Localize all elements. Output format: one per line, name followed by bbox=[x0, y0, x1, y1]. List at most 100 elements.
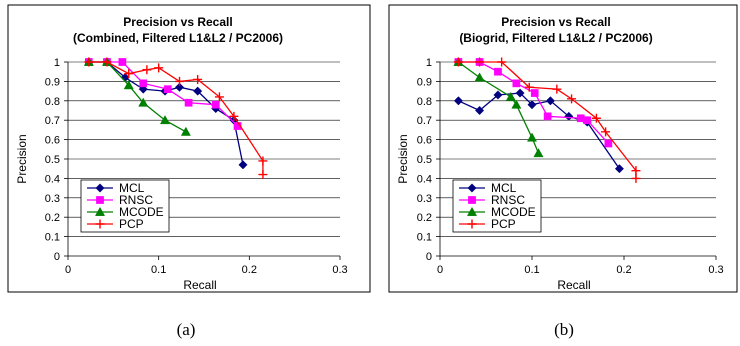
data-point bbox=[229, 111, 239, 121]
legend-entry-rnsc: RNSC bbox=[87, 193, 153, 207]
data-point bbox=[174, 82, 185, 92]
data-point bbox=[583, 116, 592, 125]
x-tick-label: 0.1 bbox=[524, 264, 539, 276]
data-point bbox=[530, 89, 539, 97]
chart-title: Precision vs Recall bbox=[123, 15, 232, 29]
data-point bbox=[505, 91, 516, 101]
data-point bbox=[193, 86, 203, 96]
legend-entry-pcp: PCP bbox=[87, 217, 144, 231]
chart-panel-a: Precision vs Recall (Combined, Filtered L… bbox=[7, 4, 371, 293]
legend-marker bbox=[466, 206, 478, 216]
legend-label: PCP bbox=[119, 217, 144, 231]
data-point bbox=[631, 166, 641, 176]
y-tick-label: 0.5 bbox=[417, 154, 432, 166]
legend-entry-mcode: MCODE bbox=[87, 205, 164, 219]
data-point bbox=[238, 160, 248, 170]
legend-label: RNSC bbox=[119, 193, 153, 207]
legend-entry-mcode: MCODE bbox=[459, 205, 536, 219]
chart-subtitle: (Combined, Filtered L1&L2 / PC2006) bbox=[73, 31, 283, 45]
data-point bbox=[545, 96, 555, 106]
y-tick-label: 0.8 bbox=[417, 96, 432, 108]
data-point bbox=[493, 90, 503, 100]
x-tick-label: 0 bbox=[65, 264, 71, 276]
legend-marker bbox=[96, 196, 104, 204]
caption-b: (b) bbox=[554, 320, 574, 339]
data-point bbox=[533, 148, 544, 158]
data-point bbox=[453, 57, 463, 67]
chart-panel-b: Precision vs Recall (Biogrid, Filtered L1… bbox=[388, 4, 738, 293]
data-point bbox=[552, 84, 562, 94]
data-point bbox=[184, 98, 193, 107]
data-point bbox=[142, 65, 152, 75]
x-tick-label: 0.1 bbox=[151, 264, 166, 276]
y-tick-label: 0.4 bbox=[45, 173, 60, 185]
y-axis-label: Precision bbox=[15, 134, 29, 183]
data-point bbox=[511, 99, 522, 109]
data-point bbox=[258, 170, 268, 180]
data-point bbox=[138, 97, 149, 107]
series-rnsc bbox=[454, 58, 613, 148]
data-point bbox=[512, 79, 521, 88]
data-point bbox=[124, 69, 134, 79]
series-pcp bbox=[453, 57, 641, 183]
data-point bbox=[524, 82, 534, 92]
chart-frame bbox=[388, 4, 738, 293]
chart-subtitle: (Biogrid, Filtered L1&L2 / PC2006) bbox=[459, 31, 652, 45]
data-point bbox=[211, 100, 220, 109]
y-tick-label: 0.9 bbox=[45, 76, 60, 88]
y-tick-label: 0.2 bbox=[45, 212, 60, 224]
chart-title: Precision vs Recall bbox=[501, 15, 610, 29]
data-point bbox=[193, 74, 203, 84]
y-tick-label: 0.3 bbox=[45, 193, 60, 205]
legend-marker bbox=[95, 219, 105, 229]
y-tick-label: 0.9 bbox=[417, 76, 432, 88]
data-point bbox=[102, 57, 112, 67]
y-tick-label: 0.2 bbox=[417, 212, 432, 224]
data-point bbox=[475, 57, 485, 67]
data-point bbox=[601, 127, 611, 137]
x-tick-label: 0.2 bbox=[616, 264, 631, 276]
y-tick-label: 0.5 bbox=[45, 154, 60, 166]
data-point bbox=[139, 79, 148, 88]
chart-frame bbox=[7, 4, 371, 293]
data-point bbox=[564, 111, 574, 121]
data-point bbox=[175, 76, 185, 86]
legend-label: MCODE bbox=[491, 205, 536, 219]
data-point bbox=[258, 156, 268, 166]
legend-label: MCL bbox=[491, 181, 517, 195]
data-point bbox=[567, 94, 577, 104]
y-tick-label: 0.1 bbox=[417, 232, 432, 244]
data-point bbox=[214, 92, 224, 102]
legend-marker bbox=[467, 183, 477, 193]
y-tick-label: 0.8 bbox=[45, 96, 60, 108]
data-point bbox=[123, 80, 134, 90]
data-point bbox=[631, 173, 641, 183]
legend-label: MCL bbox=[119, 181, 145, 195]
legend-entry-mcl: MCL bbox=[87, 181, 145, 195]
x-tick-label: 0.2 bbox=[242, 264, 257, 276]
legend-marker bbox=[468, 196, 476, 204]
data-point bbox=[515, 88, 525, 98]
legend-entry-pcp: PCP bbox=[459, 217, 516, 231]
x-tick-label: 0.3 bbox=[708, 264, 723, 276]
y-tick-label: 0.3 bbox=[417, 193, 432, 205]
x-tick-label: 0 bbox=[437, 264, 443, 276]
x-axis-label: Recall bbox=[557, 278, 590, 292]
x-tick-label: 0.3 bbox=[332, 264, 347, 276]
y-tick-label: 1 bbox=[54, 57, 60, 69]
legend-entry-mcl: MCL bbox=[459, 181, 517, 195]
data-point bbox=[576, 114, 585, 123]
legend-entry-rnsc: RNSC bbox=[459, 193, 525, 207]
data-point bbox=[526, 132, 538, 142]
data-point bbox=[604, 139, 613, 148]
data-point bbox=[527, 100, 537, 110]
legend-marker bbox=[95, 183, 105, 193]
data-point bbox=[474, 72, 485, 82]
y-tick-label: 0.7 bbox=[417, 115, 432, 127]
y-tick-label: 1 bbox=[426, 57, 432, 69]
x-axis-label: Recall bbox=[183, 278, 216, 292]
data-point bbox=[154, 63, 164, 73]
caption-a: (a) bbox=[177, 320, 196, 339]
y-tick-label: 0.4 bbox=[417, 173, 432, 185]
